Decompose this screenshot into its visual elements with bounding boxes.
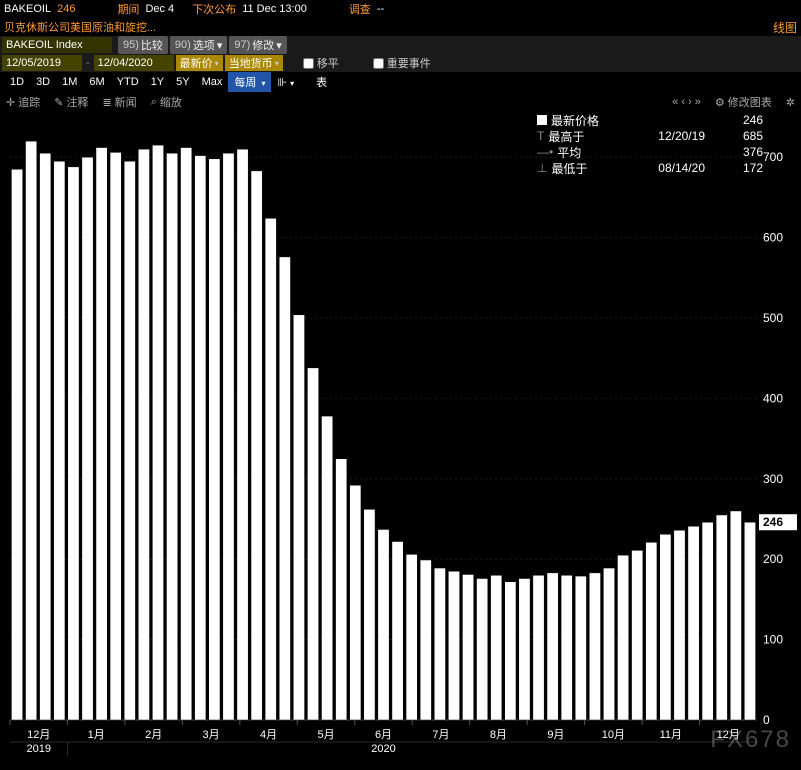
compare-button[interactable]: 95) 比较: [118, 36, 168, 54]
wrench-icon: ⚙: [715, 96, 725, 109]
range-ytd[interactable]: YTD: [111, 74, 145, 90]
header-row-2: 贝克休斯公司美国原油和旋挖... 线图: [0, 18, 801, 36]
crosshair-icon: ✛: [6, 96, 15, 109]
nav-arrows[interactable]: « ‹ › »: [672, 96, 701, 108]
latest-price-dropdown[interactable]: 最新价 ▾: [176, 55, 223, 71]
date-to-input[interactable]: [94, 55, 174, 71]
ticker-symbol: BAKEOIL: [4, 3, 51, 15]
chevron-down-icon: ▾: [276, 39, 282, 52]
edit-chart-tool[interactable]: ⚙修改图表: [715, 94, 772, 110]
date-separator: -: [84, 57, 92, 69]
svg-text:0: 0: [763, 713, 770, 727]
events-checkbox[interactable]: 重要事件: [373, 55, 431, 71]
pan-checkbox[interactable]: 移平: [303, 55, 339, 71]
svg-text:500: 500: [763, 311, 783, 325]
svg-text:700: 700: [763, 150, 783, 164]
line-chart-label[interactable]: 线图: [773, 19, 797, 36]
svg-text:6月: 6月: [375, 729, 392, 741]
legend-latest-label: 最新价格: [537, 112, 627, 129]
svg-text:2月: 2月: [145, 729, 162, 741]
zoom-tool[interactable]: ⌕缩放: [151, 94, 182, 110]
next-publish-date: 11 Dec 13:00: [242, 3, 307, 15]
svg-text:9月: 9月: [547, 729, 564, 741]
range-buttons: 1D3D1M6MYTD1Y5YMax: [4, 76, 228, 88]
pencil-icon: ✎: [54, 96, 63, 109]
svg-text:12月: 12月: [27, 729, 50, 741]
track-tool[interactable]: ✛追踪: [6, 94, 40, 110]
svg-text:200: 200: [763, 552, 783, 566]
svg-text:8月: 8月: [490, 729, 507, 741]
ticker-value: 246: [57, 3, 75, 15]
chart-area: 0 100 200 300 400 500 600 700 246 12月 1月 2月 3月 4月 5月 6月…: [0, 112, 801, 770]
legend-high-label: T 最高于: [537, 128, 627, 145]
chevron-down-icon: ▾: [275, 59, 279, 68]
edit-button[interactable]: 97) 修改 ▾: [229, 36, 286, 54]
svg-text:300: 300: [763, 472, 783, 486]
svg-text:246: 246: [763, 515, 783, 529]
chevron-down-icon: ▾: [261, 79, 265, 88]
range-active[interactable]: 每周 ▾: [228, 72, 271, 92]
zoom-icon: ⌕: [151, 96, 157, 109]
next-publish-label: 下次公布: [192, 1, 236, 17]
legend-low-label: ⊥ 最低于: [537, 160, 627, 177]
currency-dropdown[interactable]: 当地货币 ▾: [225, 55, 283, 71]
svg-text:7月: 7月: [432, 729, 449, 741]
svg-text:10月: 10月: [602, 729, 625, 741]
legend-low-date: 08/14/20: [635, 161, 705, 175]
range-max[interactable]: Max: [196, 74, 229, 90]
subtitle: 贝克休斯公司美国原油和旋挖...: [4, 19, 156, 35]
legend-high-date: 12/20/19: [635, 129, 705, 143]
svg-text:5月: 5月: [317, 729, 334, 741]
period-label: 期间: [117, 1, 139, 17]
header-row-1: BAKEOIL 246 期间 Dec 4 下次公布 11 Dec 13:00 调…: [0, 0, 801, 18]
chevron-down-icon: ▾: [217, 39, 223, 52]
range-3d[interactable]: 3D: [30, 74, 56, 90]
table-button[interactable]: 表: [310, 72, 333, 92]
legend-avg-val: 376: [713, 145, 763, 159]
news-icon: ≣: [102, 96, 111, 109]
svg-text:400: 400: [763, 391, 783, 405]
survey-value: --: [377, 3, 384, 15]
watermark: FX678: [710, 726, 791, 754]
legend-avg-label: —• 平均: [537, 144, 627, 161]
range-1m[interactable]: 1M: [56, 74, 83, 90]
chevron-down-icon: ▾: [215, 59, 219, 68]
bar-chart: 0 100 200 300 400 500 600 700 246 12月 1月 2月 3月 4月 5月 6月…: [0, 112, 801, 770]
index-input[interactable]: [2, 37, 112, 53]
legend-low-val: 172: [713, 161, 763, 175]
range-1y[interactable]: 1Y: [145, 74, 170, 90]
news-tool[interactable]: ≣新闻: [102, 94, 136, 110]
range-6m[interactable]: 6M: [83, 74, 110, 90]
svg-text:600: 600: [763, 231, 783, 245]
legend-box: 最新价格 246 T 最高于 12/20/19 685 —• 平均 376 ⊥ …: [537, 112, 763, 176]
date-options-row: - 最新价 ▾ 当地货币 ▾ 移平 重要事件: [0, 54, 801, 72]
time-range-row: 1D3D1M6MYTD1Y5YMax 每周 ▾ ⊪ ▾ 表: [0, 72, 801, 92]
svg-text:1月: 1月: [88, 729, 105, 741]
range-1d[interactable]: 1D: [4, 74, 30, 90]
legend-high-val: 685: [713, 129, 763, 143]
survey-label: 调查: [349, 1, 371, 17]
date-from-input[interactable]: [2, 55, 82, 71]
legend-latest-val: 246: [713, 113, 763, 127]
range-5y[interactable]: 5Y: [170, 74, 195, 90]
svg-text:3月: 3月: [203, 729, 220, 741]
svg-text:4月: 4月: [260, 729, 277, 741]
toolbar: 95) 比较 90) 选项 ▾ 97) 修改 ▾: [0, 36, 801, 54]
gear-icon[interactable]: ✲: [786, 96, 795, 109]
svg-text:11月: 11月: [660, 729, 682, 741]
svg-text:100: 100: [763, 633, 783, 647]
chart-tools-row: ✛追踪 ✎注释 ≣新闻 ⌕缩放 « ‹ › » ⚙修改图表 ✲: [0, 92, 801, 112]
chart-type-icon[interactable]: ⊪ ▾: [271, 74, 300, 91]
annotate-tool[interactable]: ✎注释: [54, 94, 88, 110]
options-button[interactable]: 90) 选项 ▾: [170, 36, 227, 54]
svg-text:2019: 2019: [26, 743, 50, 755]
svg-text:2020: 2020: [371, 743, 395, 755]
period-date: Dec 4: [145, 3, 174, 15]
